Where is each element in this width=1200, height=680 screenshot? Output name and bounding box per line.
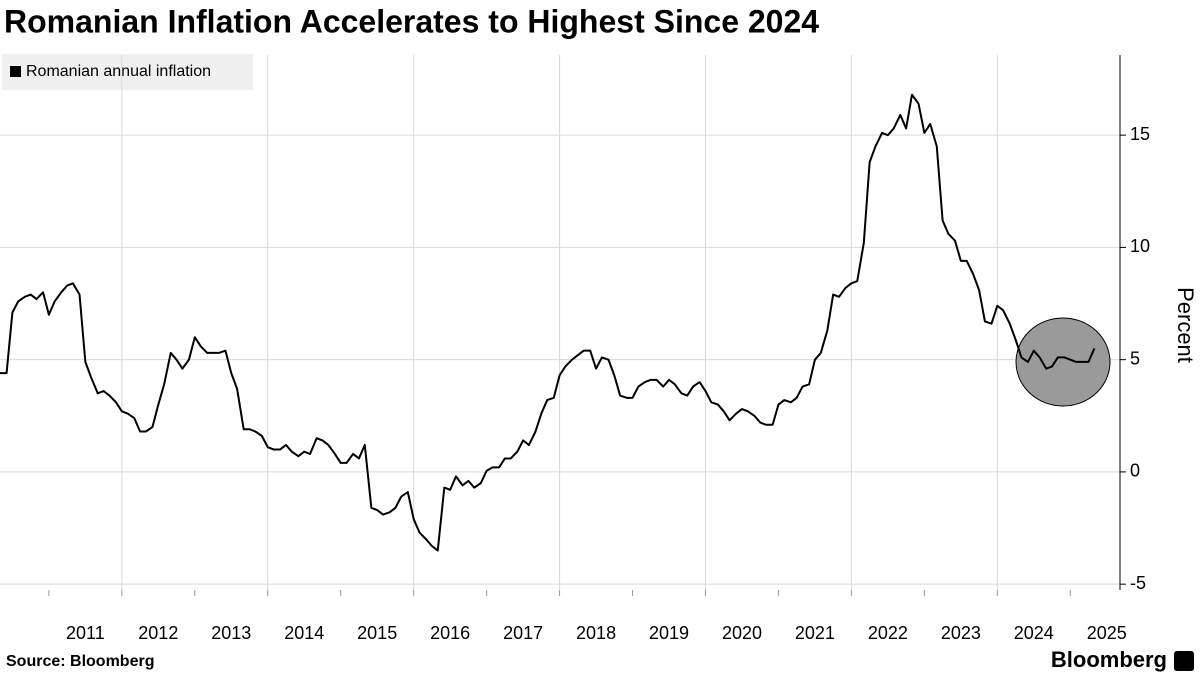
x-tick-label: 2011 [66,623,105,643]
x-tick-label: 2024 [1014,623,1054,643]
x-tick-label: 2016 [430,623,470,643]
x-tick-label: 2019 [649,623,689,643]
x-tick-label: 2021 [795,623,835,643]
x-tick-label: 2012 [138,623,178,643]
y-tick-label: 5 [1130,348,1140,368]
highlight-circle [1015,317,1111,407]
x-tick-label: 2023 [941,623,981,643]
y-tick-label: 15 [1130,124,1150,144]
x-tick-label: 2017 [503,623,543,643]
x-tick-label: 2014 [284,623,324,643]
chart-title: Romanian Inflation Accelerates to Highes… [4,3,819,39]
y-axis-label: Percent [1173,287,1198,363]
x-tick-label: 2015 [357,623,397,643]
source: Source: Bloomberg [6,653,154,670]
y-tick-label: -5 [1130,573,1146,593]
legend-label: Romanian annual inflation [26,63,211,80]
line [0,93,1096,552]
x-tick-label: 2013 [211,623,251,643]
legend-box [2,54,253,90]
y-tick-label: 10 [1130,236,1150,256]
x-tick-label: 2025 [1087,623,1127,643]
brand-icon [1174,651,1194,671]
brand: Bloomberg [1051,647,1167,672]
x-tick-label: 2020 [722,623,762,643]
x-tick-label: 2022 [868,623,908,643]
y-tick-label: 0 [1130,461,1140,481]
legend-swatch [10,66,21,77]
x-tick-label: 2018 [576,623,616,643]
